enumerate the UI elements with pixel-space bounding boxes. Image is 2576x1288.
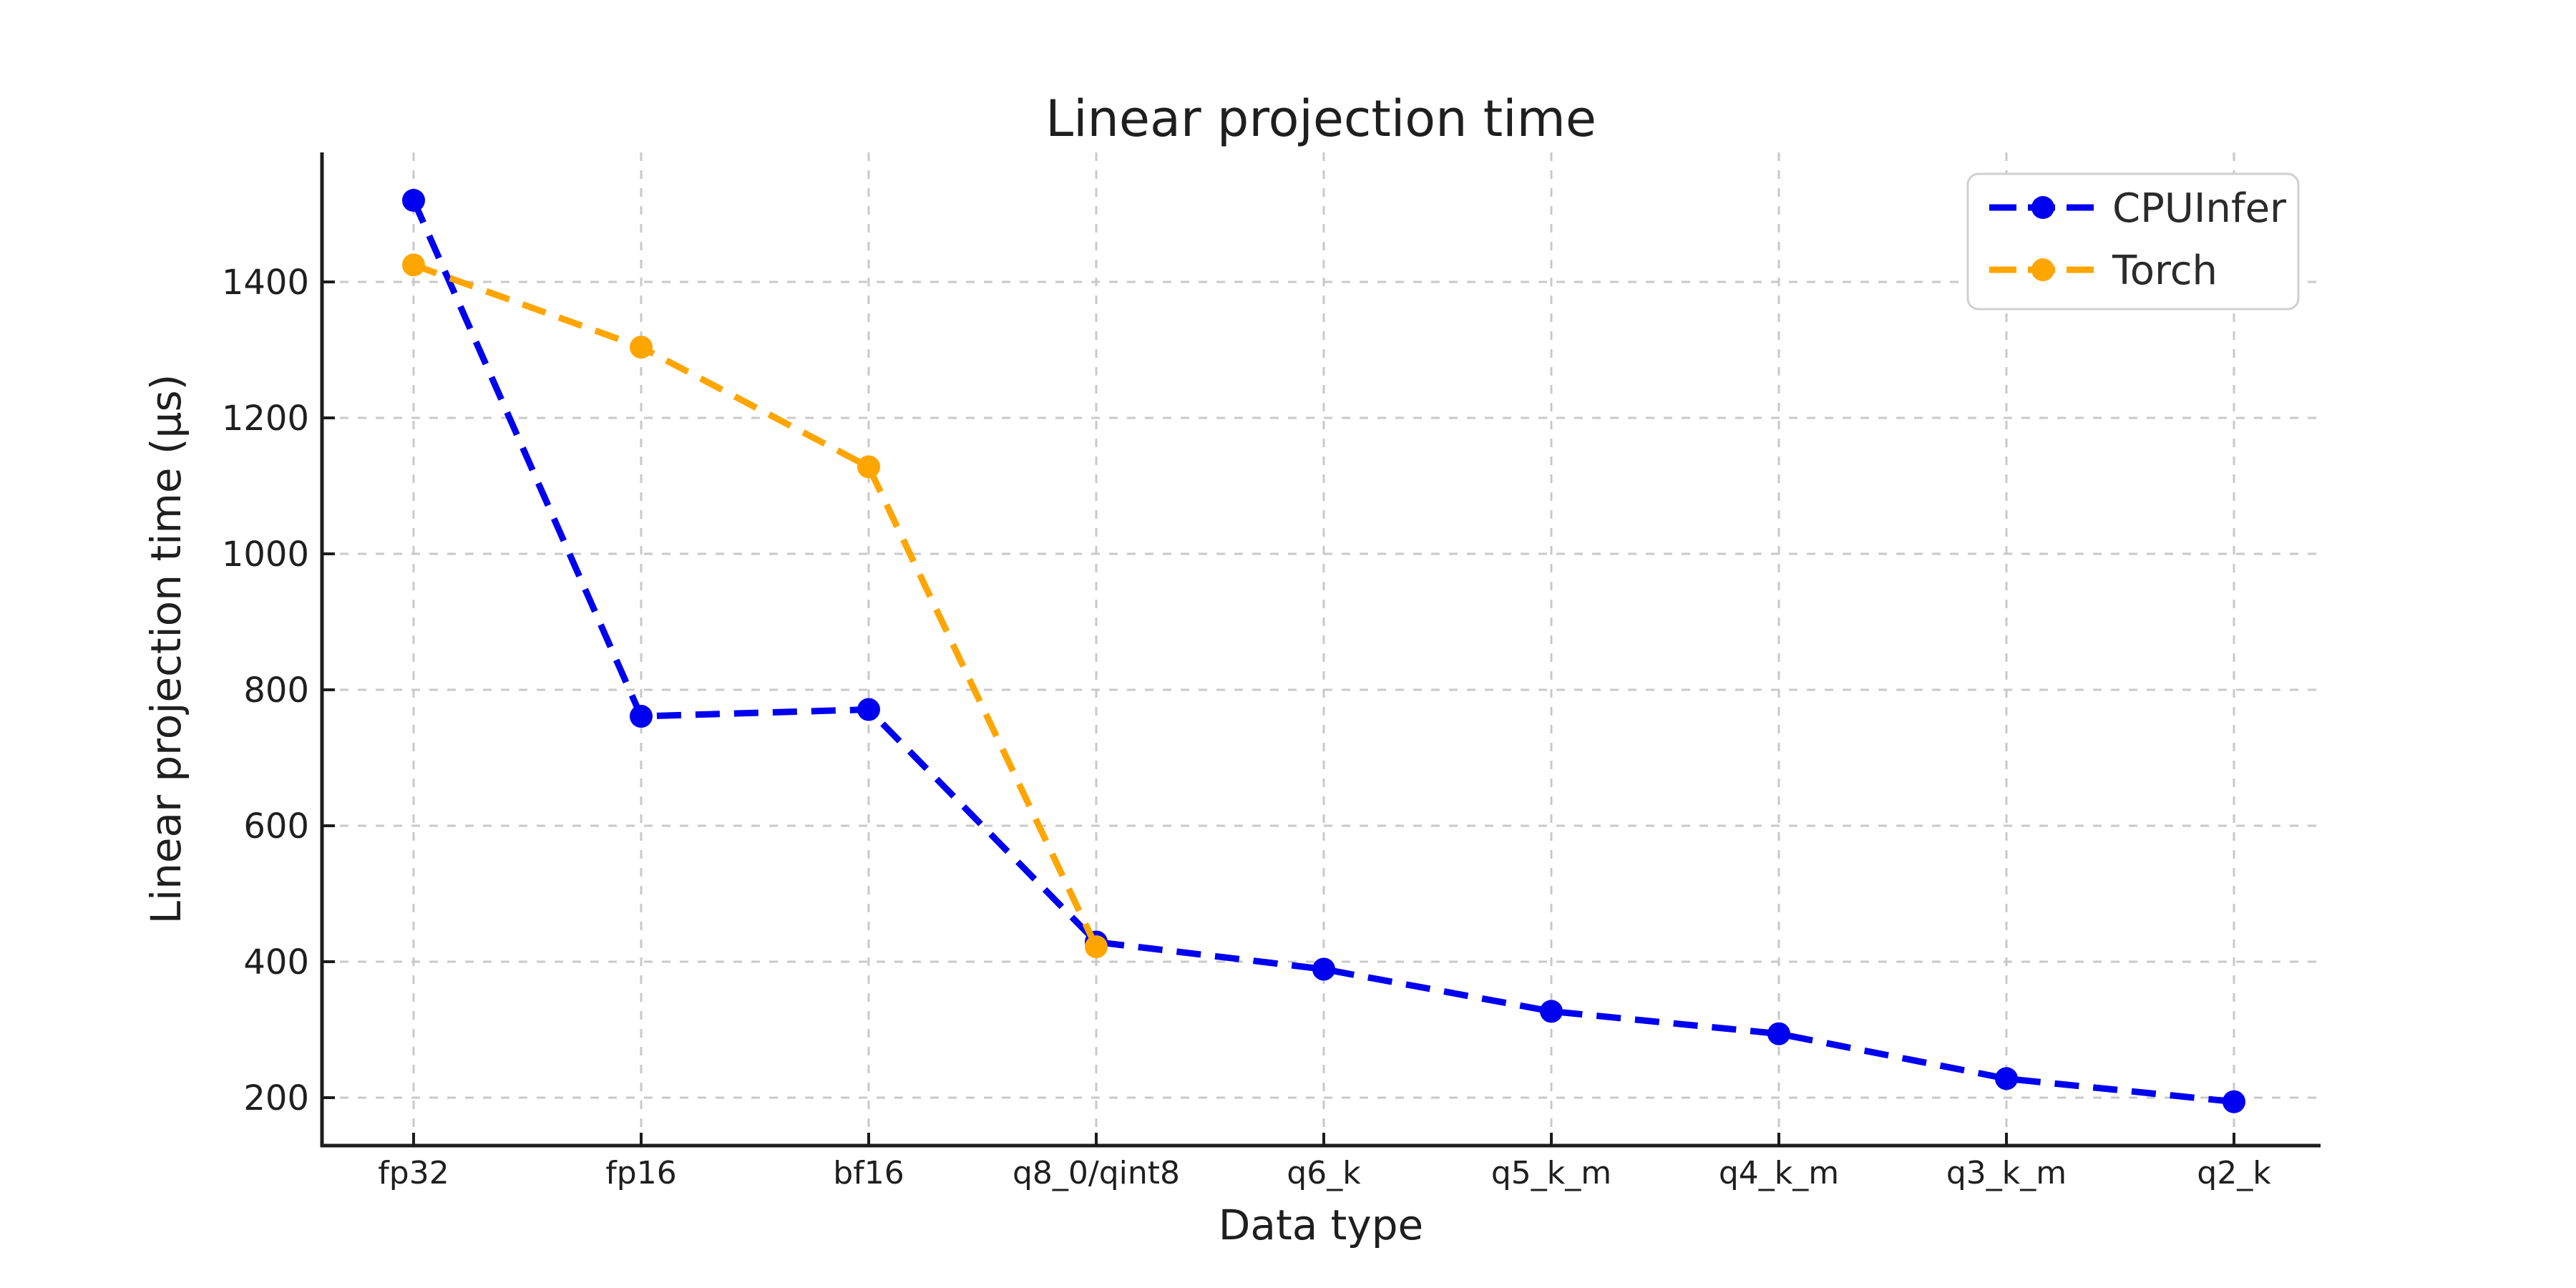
data-series <box>402 189 2245 1113</box>
cpuinfer-data-point <box>1312 957 1335 981</box>
cpuinfer-data-point <box>630 705 653 728</box>
axis-ticks <box>323 280 2235 1144</box>
y-tick-label: 400 <box>243 942 309 982</box>
cpuinfer-marker-sample <box>2031 196 2054 219</box>
legend: CPUInfer Torch <box>1966 172 2300 311</box>
torch-data-point <box>402 253 425 277</box>
x-tick-label: q3_k_m <box>1946 1155 2067 1191</box>
torch-data-point <box>1085 935 1108 959</box>
y-tick-label: 1200 <box>222 399 309 439</box>
x-tick-label: q4_k_m <box>1719 1155 1839 1191</box>
y-tick-label: 600 <box>243 806 309 847</box>
chart-title: Linear projection time <box>1045 89 1596 148</box>
x-tick-label: fp16 <box>605 1155 676 1191</box>
cpuinfer-data-point <box>402 189 425 212</box>
cpuinfer-data-point <box>1540 1000 1563 1023</box>
y-tick-label: 1400 <box>222 263 309 303</box>
x-tick-label: q8_0/qint8 <box>1013 1155 1180 1191</box>
cpuinfer-data-point <box>1995 1067 2018 1091</box>
x-tick-label: q5_k_m <box>1491 1155 1611 1191</box>
legend-entry-torch: Torch <box>1989 248 2218 294</box>
torch-line <box>412 262 1100 949</box>
axes-spines <box>320 152 2321 1148</box>
cpuinfer-data-point <box>857 698 880 721</box>
x-axis-label: Data type <box>1219 1201 1424 1249</box>
x-tick-label: q6_k <box>1287 1155 1361 1191</box>
legend-entry-cpuinfer: CPUInfer <box>1989 185 2287 232</box>
cpuinfer-data-point <box>2223 1090 2245 1113</box>
x-tick-label: fp32 <box>378 1155 449 1191</box>
gridlines <box>322 152 2321 1146</box>
y-tick-label: 200 <box>243 1078 309 1118</box>
x-tick-label: q2_k <box>2197 1155 2271 1191</box>
tick-labels: 200 400 600 800 1000 1200 1400 fp32 fp16 bf16 q8_0… <box>222 263 2271 1191</box>
cpuinfer-data-point <box>1767 1022 1790 1045</box>
x-tick-label: bf16 <box>833 1155 904 1191</box>
y-tick-label: 800 <box>243 670 309 711</box>
torch-data-point <box>630 336 653 359</box>
y-axis-label: Linear projection time (μs) <box>142 374 190 924</box>
cpuinfer-line <box>410 199 2235 1106</box>
legend-label-cpuinfer: CPUInfer <box>2112 185 2287 232</box>
torch-marker-sample <box>2031 258 2054 281</box>
y-tick-label: 1000 <box>222 535 309 575</box>
legend-label-torch: Torch <box>2112 248 2218 294</box>
torch-data-point <box>857 455 880 479</box>
